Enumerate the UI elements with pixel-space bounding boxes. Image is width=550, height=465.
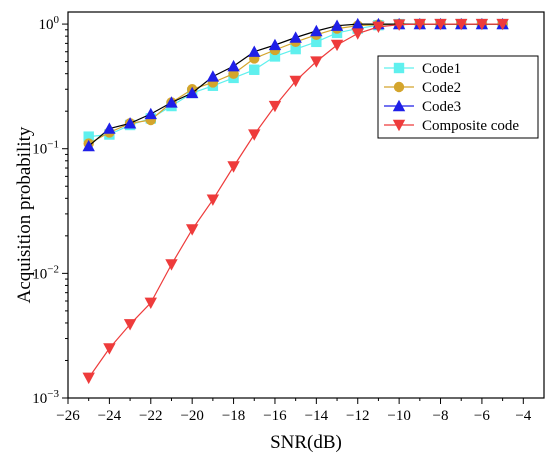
y-tick-label: 10−2 [32, 263, 59, 282]
y-tick-label: 10−1 [32, 139, 59, 158]
legend-item: Code2 [384, 80, 461, 96]
x-tick-label: −24 [98, 408, 122, 424]
legend-marker [393, 62, 405, 74]
data-point [165, 96, 178, 108]
legend-marker [393, 81, 405, 93]
data-point [103, 343, 116, 355]
data-point [103, 122, 116, 134]
data-point [206, 70, 220, 82]
x-tick-label: −10 [387, 408, 410, 424]
data-point [475, 18, 489, 31]
data-point [310, 24, 323, 37]
legend-label: Code2 [422, 80, 461, 96]
x-tick-label: −26 [56, 408, 80, 424]
y-tick-label: 10−3 [32, 388, 59, 407]
x-tick-label: −12 [346, 408, 369, 424]
data-point [351, 17, 364, 30]
series-layer [82, 17, 509, 385]
x-tick-label: −16 [263, 408, 287, 424]
legend-label: Composite code [422, 118, 519, 134]
legend-box [377, 55, 539, 139]
data-point [351, 28, 364, 40]
data-point [227, 59, 240, 72]
x-tick-label: −14 [305, 408, 329, 424]
data-point [330, 19, 344, 31]
data-point [248, 45, 261, 57]
data-point [455, 18, 468, 31]
data-point [290, 43, 301, 55]
data-point [269, 51, 281, 62]
data-point [311, 36, 322, 48]
data-point [496, 18, 509, 31]
data-point [434, 18, 447, 31]
legend-label: Code3 [422, 99, 461, 115]
data-point [268, 38, 282, 51]
data-point [268, 100, 282, 113]
data-point [123, 117, 137, 129]
data-point [83, 131, 94, 142]
y-axis-title: Acquisition probability [14, 126, 35, 303]
data-point [227, 161, 240, 173]
data-point [310, 56, 323, 68]
legend: Code1 Code2 Code3 Composite code [377, 55, 539, 139]
y-tick-label: 100 [39, 14, 60, 33]
x-tick-label: −6 [474, 408, 490, 424]
data-point [289, 31, 302, 43]
data-point [206, 194, 220, 206]
legend-item: Composite code [384, 118, 519, 134]
legend-item: Code1 [384, 61, 461, 77]
x-axis-title: SNR(dB) [270, 432, 342, 453]
legend-item: Code3 [384, 99, 461, 115]
x-axis: −26 −24 −22 −20 −18 −16 −14 −12 −10 −8 −6 −4 [56, 398, 532, 424]
data-point [144, 297, 157, 310]
legend-marker [392, 119, 406, 132]
x-tick-label: −4 [515, 408, 531, 424]
data-point [248, 129, 261, 141]
data-point [372, 21, 385, 34]
data-point [82, 372, 95, 385]
data-point [330, 39, 344, 52]
data-point [185, 224, 199, 236]
x-tick-label: −22 [139, 408, 162, 424]
data-point [82, 139, 95, 152]
x-tick-label: −18 [222, 408, 245, 424]
x-tick-label: −8 [433, 408, 449, 424]
y-axis: 100 10−1 10−2 10−3 [32, 14, 68, 407]
data-point [123, 319, 137, 331]
data-point [392, 19, 406, 31]
data-point [249, 64, 260, 75]
plot-border [67, 11, 545, 399]
data-point [185, 86, 199, 99]
plot-frame [67, 11, 545, 399]
data-point [144, 107, 157, 120]
legend-marker [392, 99, 406, 112]
legend-label: Code1 [422, 61, 461, 77]
data-point [289, 75, 302, 88]
series-composite-code [82, 18, 509, 385]
x-tick-label: −20 [180, 408, 203, 424]
data-point [165, 259, 178, 271]
data-point [413, 18, 427, 31]
